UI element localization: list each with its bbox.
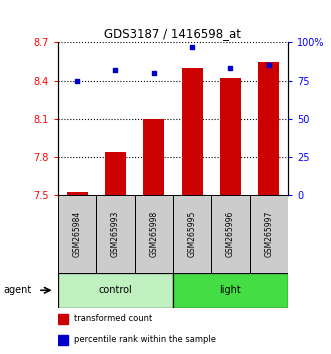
Bar	[250, 195, 288, 273]
Point	[266, 62, 271, 68]
Text: GSM265996: GSM265996	[226, 210, 235, 257]
Bar	[105, 152, 126, 195]
Text: control: control	[99, 285, 132, 295]
Text: agent: agent	[3, 285, 31, 295]
Title: GDS3187 / 1416598_at: GDS3187 / 1416598_at	[105, 27, 241, 40]
Bar	[173, 195, 211, 273]
Bar	[220, 78, 241, 195]
Text: GSM265998: GSM265998	[149, 211, 158, 257]
Point	[228, 65, 233, 71]
Bar	[67, 192, 88, 195]
Point	[151, 70, 157, 76]
Bar	[58, 314, 68, 324]
Bar	[58, 335, 68, 345]
Bar	[258, 62, 279, 195]
Text: GSM265984: GSM265984	[72, 211, 82, 257]
Text: light: light	[219, 285, 241, 295]
Text: GSM265993: GSM265993	[111, 210, 120, 257]
Point	[74, 78, 80, 83]
Bar	[58, 273, 173, 308]
Point	[189, 44, 195, 50]
Bar	[143, 119, 164, 195]
Bar	[182, 68, 203, 195]
Bar	[173, 273, 288, 308]
Text: percentile rank within the sample: percentile rank within the sample	[74, 335, 216, 344]
Bar	[211, 195, 250, 273]
Bar	[96, 195, 135, 273]
Bar	[135, 195, 173, 273]
Bar	[58, 195, 96, 273]
Point	[113, 67, 118, 73]
Text: GSM265997: GSM265997	[264, 210, 273, 257]
Text: transformed count: transformed count	[74, 314, 152, 323]
Text: GSM265995: GSM265995	[188, 210, 197, 257]
